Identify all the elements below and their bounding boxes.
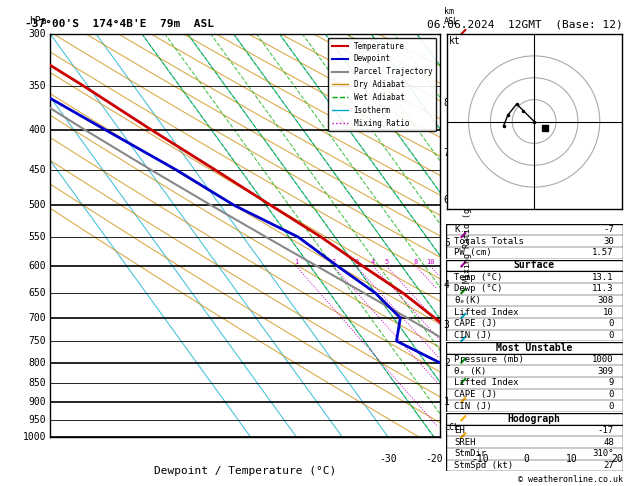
Text: 400: 400 [29, 125, 47, 136]
Text: 10: 10 [603, 308, 614, 316]
Text: 750: 750 [29, 336, 47, 346]
Text: 550: 550 [29, 232, 47, 242]
Text: Hodograph: Hodograph [508, 414, 560, 424]
Text: PW (cm): PW (cm) [455, 248, 492, 257]
Text: 20: 20 [611, 453, 623, 464]
Text: 650: 650 [29, 288, 47, 298]
Text: 3: 3 [444, 320, 450, 330]
Text: -30: -30 [379, 453, 397, 464]
Text: 9: 9 [608, 379, 614, 387]
Text: 8: 8 [414, 259, 418, 265]
Text: 450: 450 [29, 165, 47, 175]
Legend: Temperature, Dewpoint, Parcel Trajectory, Dry Adiabat, Wet Adiabat, Isotherm, Mi: Temperature, Dewpoint, Parcel Trajectory… [328, 38, 436, 131]
Text: hPa: hPa [29, 16, 47, 26]
Text: 500: 500 [29, 200, 47, 210]
Text: 0: 0 [608, 402, 614, 411]
Text: 2: 2 [444, 359, 450, 368]
Text: 1: 1 [444, 397, 450, 407]
Text: Lifted Index: Lifted Index [455, 379, 519, 387]
Text: -7: -7 [603, 225, 614, 234]
Text: 950: 950 [29, 415, 47, 425]
Text: © weatheronline.co.uk: © weatheronline.co.uk [518, 474, 623, 484]
Text: 1: 1 [294, 259, 298, 265]
Text: StmSpd (kt): StmSpd (kt) [455, 461, 514, 470]
Text: 30: 30 [603, 237, 614, 245]
Text: kt: kt [449, 36, 460, 46]
Text: Dewpoint / Temperature (°C): Dewpoint / Temperature (°C) [154, 466, 337, 476]
Text: CAPE (J): CAPE (J) [455, 319, 498, 328]
Text: 0: 0 [608, 390, 614, 399]
Text: EH: EH [455, 426, 465, 435]
Text: 310°: 310° [593, 450, 614, 458]
Text: Lifted Index: Lifted Index [455, 308, 519, 316]
Text: -20: -20 [425, 453, 443, 464]
Text: 1000: 1000 [593, 355, 614, 364]
Text: 300: 300 [29, 29, 47, 39]
Text: 700: 700 [29, 313, 47, 323]
Text: θₑ(K): θₑ(K) [455, 296, 481, 305]
Text: CIN (J): CIN (J) [455, 331, 492, 340]
Text: StmDir: StmDir [455, 450, 487, 458]
Text: 06.06.2024  12GMT  (Base: 12): 06.06.2024 12GMT (Base: 12) [427, 19, 623, 30]
Text: 10: 10 [426, 259, 435, 265]
Text: 13.1: 13.1 [593, 273, 614, 281]
Text: km
ASL: km ASL [444, 6, 459, 26]
Text: SREH: SREH [455, 438, 476, 447]
Text: LCL: LCL [444, 423, 459, 432]
Text: 800: 800 [29, 358, 47, 367]
Text: K: K [455, 225, 460, 234]
Text: Mixing Ratio (g/kg): Mixing Ratio (g/kg) [464, 188, 472, 283]
Text: 1.57: 1.57 [593, 248, 614, 257]
Text: Dewp (°C): Dewp (°C) [455, 284, 503, 293]
Text: Most Unstable: Most Unstable [496, 343, 572, 353]
Text: 11.3: 11.3 [593, 284, 614, 293]
Text: 0: 0 [608, 331, 614, 340]
Text: -37°00'S  174°4B'E  79m  ASL: -37°00'S 174°4B'E 79m ASL [25, 19, 214, 30]
Text: 7: 7 [444, 148, 450, 158]
Text: 5: 5 [384, 259, 389, 265]
Text: 350: 350 [29, 81, 47, 91]
Text: CIN (J): CIN (J) [455, 402, 492, 411]
Text: 4: 4 [371, 259, 376, 265]
Text: Temp (°C): Temp (°C) [455, 273, 503, 281]
Text: 0: 0 [608, 319, 614, 328]
Text: 600: 600 [29, 261, 47, 271]
Text: 6: 6 [444, 195, 450, 205]
Text: CAPE (J): CAPE (J) [455, 390, 498, 399]
Text: 309: 309 [598, 367, 614, 376]
Text: 850: 850 [29, 378, 47, 388]
Text: 2: 2 [331, 259, 335, 265]
Text: 48: 48 [603, 438, 614, 447]
Text: θₑ (K): θₑ (K) [455, 367, 487, 376]
Text: Surface: Surface [514, 260, 555, 270]
Text: 0: 0 [523, 453, 529, 464]
Text: 3: 3 [354, 259, 359, 265]
Text: 5: 5 [444, 238, 450, 248]
Text: 8: 8 [444, 98, 450, 108]
Text: Pressure (mb): Pressure (mb) [455, 355, 525, 364]
Text: 308: 308 [598, 296, 614, 305]
Text: -10: -10 [471, 453, 489, 464]
Text: 1000: 1000 [23, 433, 47, 442]
Text: 900: 900 [29, 397, 47, 407]
Text: Totals Totals: Totals Totals [455, 237, 525, 245]
Text: 27: 27 [603, 461, 614, 470]
Text: 10: 10 [566, 453, 577, 464]
Text: -17: -17 [598, 426, 614, 435]
Text: 4: 4 [444, 280, 450, 290]
